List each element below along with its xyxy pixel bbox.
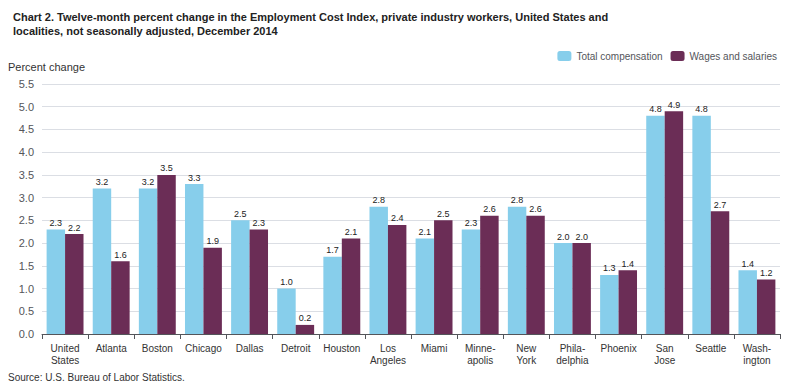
svg-text:Dallas: Dallas — [236, 343, 264, 354]
svg-text:5.0: 5.0 — [19, 101, 34, 113]
svg-text:4.8: 4.8 — [649, 104, 662, 114]
svg-text:apolis: apolis — [467, 355, 493, 366]
svg-text:2.3: 2.3 — [465, 218, 478, 228]
svg-text:2.5: 2.5 — [234, 209, 247, 219]
svg-text:2.0: 2.0 — [557, 232, 570, 242]
svg-text:Angeles: Angeles — [370, 355, 406, 366]
svg-text:Detroit: Detroit — [281, 343, 311, 354]
svg-text:Chart 2. Twelve-month percent: Chart 2. Twelve-month percent change in … — [13, 11, 608, 23]
svg-text:4.0: 4.0 — [19, 146, 34, 158]
svg-text:Seattle: Seattle — [695, 343, 727, 354]
svg-text:Phoenix: Phoenix — [600, 343, 636, 354]
svg-text:3.0: 3.0 — [19, 192, 34, 204]
svg-text:4.9: 4.9 — [668, 100, 681, 110]
svg-text:2.4: 2.4 — [391, 213, 404, 223]
svg-text:4.5: 4.5 — [19, 123, 34, 135]
svg-text:4.8: 4.8 — [695, 104, 708, 114]
svg-text:1.3: 1.3 — [603, 263, 616, 273]
svg-text:3.3: 3.3 — [188, 173, 201, 183]
svg-text:Total compensation: Total compensation — [576, 51, 662, 62]
svg-text:3.2: 3.2 — [142, 177, 155, 187]
svg-text:Minne-: Minne- — [465, 343, 496, 354]
svg-text:0.5: 0.5 — [19, 305, 34, 317]
svg-text:States: States — [51, 355, 79, 366]
svg-text:Wash-: Wash- — [743, 343, 772, 354]
svg-text:delphia: delphia — [556, 355, 589, 366]
svg-text:Atlanta: Atlanta — [96, 343, 128, 354]
svg-text:2.5: 2.5 — [19, 214, 34, 226]
svg-text:2.6: 2.6 — [483, 204, 496, 214]
svg-text:Houston: Houston — [323, 343, 360, 354]
svg-text:2.3: 2.3 — [50, 218, 63, 228]
svg-text:1.7: 1.7 — [326, 245, 339, 255]
svg-text:Phila-: Phila- — [560, 343, 586, 354]
svg-text:1.0: 1.0 — [19, 283, 34, 295]
svg-text:2.0: 2.0 — [575, 232, 588, 242]
svg-text:Jose: Jose — [654, 355, 676, 366]
svg-text:2.0: 2.0 — [19, 237, 34, 249]
svg-text:2.3: 2.3 — [253, 218, 266, 228]
svg-text:3.5: 3.5 — [160, 163, 173, 173]
svg-text:United: United — [51, 343, 80, 354]
svg-text:Source: U.S. Bureau of Labor S: Source: U.S. Bureau of Labor Statistics. — [8, 372, 185, 383]
svg-text:localities, not seasonally adj: localities, not seasonally adjusted, Dec… — [13, 25, 279, 37]
svg-text:Los: Los — [380, 343, 396, 354]
svg-text:2.1: 2.1 — [419, 227, 432, 237]
svg-text:1.2: 1.2 — [760, 268, 773, 278]
svg-text:1.5: 1.5 — [19, 260, 34, 272]
svg-text:Chicago: Chicago — [185, 343, 222, 354]
svg-text:San: San — [656, 343, 674, 354]
svg-text:1.0: 1.0 — [280, 277, 293, 287]
svg-text:2.2: 2.2 — [68, 223, 81, 233]
svg-text:0.2: 0.2 — [299, 313, 312, 323]
svg-text:2.8: 2.8 — [511, 195, 524, 205]
svg-text:1.4: 1.4 — [741, 259, 754, 269]
svg-text:ington: ington — [743, 355, 770, 366]
svg-text:2.8: 2.8 — [372, 195, 385, 205]
svg-text:2.1: 2.1 — [345, 227, 358, 237]
svg-text:York: York — [516, 355, 537, 366]
svg-text:1.6: 1.6 — [114, 250, 127, 260]
svg-text:1.9: 1.9 — [206, 236, 219, 246]
svg-text:Miami: Miami — [421, 343, 448, 354]
svg-text:New: New — [516, 343, 537, 354]
svg-text:Percent change: Percent change — [8, 61, 85, 73]
svg-text:3.2: 3.2 — [96, 177, 109, 187]
svg-text:3.5: 3.5 — [19, 169, 34, 181]
svg-text:5.5: 5.5 — [19, 78, 34, 90]
svg-text:1.4: 1.4 — [622, 259, 635, 269]
svg-text:2.5: 2.5 — [437, 209, 450, 219]
svg-text:0.0: 0.0 — [19, 328, 34, 340]
svg-text:Wages and salaries: Wages and salaries — [690, 51, 777, 62]
svg-text:2.6: 2.6 — [529, 204, 542, 214]
svg-text:Boston: Boston — [142, 343, 173, 354]
svg-text:2.7: 2.7 — [714, 200, 727, 210]
